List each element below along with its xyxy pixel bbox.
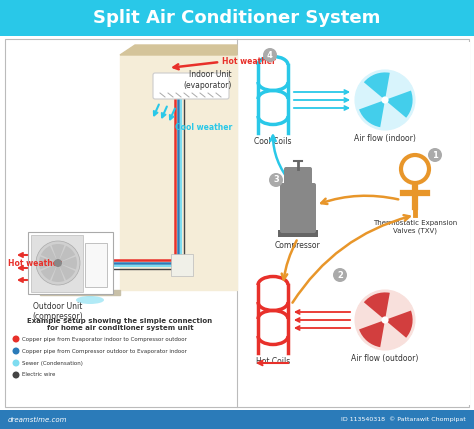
Wedge shape	[52, 244, 64, 263]
FancyBboxPatch shape	[284, 167, 312, 191]
Circle shape	[36, 241, 80, 285]
Circle shape	[355, 70, 415, 130]
Text: Copper pipe from Compressor outdoor to Evaporator indoor: Copper pipe from Compressor outdoor to E…	[22, 348, 187, 353]
Wedge shape	[359, 100, 385, 127]
FancyBboxPatch shape	[0, 0, 474, 36]
Wedge shape	[385, 91, 412, 118]
Wedge shape	[41, 246, 58, 263]
Circle shape	[382, 97, 389, 103]
Circle shape	[428, 148, 442, 162]
Text: Hot Coils: Hot Coils	[256, 357, 290, 366]
FancyBboxPatch shape	[240, 42, 470, 405]
Wedge shape	[58, 263, 75, 280]
Text: Split Air Conditioner System: Split Air Conditioner System	[93, 9, 381, 27]
Text: Compressor: Compressor	[275, 241, 321, 250]
Text: Copper pipe from Evaporator indoor to Compressor outdoor: Copper pipe from Evaporator indoor to Co…	[22, 336, 187, 341]
Circle shape	[269, 173, 283, 187]
Text: Electric wire: Electric wire	[22, 372, 55, 378]
Circle shape	[54, 259, 62, 267]
Wedge shape	[39, 257, 58, 269]
Wedge shape	[41, 263, 58, 280]
Wedge shape	[52, 263, 64, 282]
Text: 4: 4	[267, 51, 273, 60]
FancyBboxPatch shape	[278, 230, 318, 237]
FancyBboxPatch shape	[0, 410, 474, 429]
Wedge shape	[364, 73, 390, 100]
Text: 3: 3	[273, 175, 279, 184]
Circle shape	[263, 48, 277, 62]
Text: Sewer (Condensation): Sewer (Condensation)	[22, 360, 83, 366]
FancyBboxPatch shape	[85, 243, 107, 287]
Wedge shape	[364, 293, 390, 320]
Text: Hot weather: Hot weather	[8, 260, 62, 269]
Wedge shape	[58, 257, 77, 269]
Polygon shape	[120, 55, 237, 290]
Text: Hot weather: Hot weather	[222, 57, 276, 66]
Wedge shape	[385, 311, 412, 338]
Circle shape	[382, 317, 389, 323]
Text: Cool Coils: Cool Coils	[254, 137, 292, 146]
Circle shape	[12, 360, 19, 366]
Ellipse shape	[76, 296, 104, 304]
Text: dreamstime.com: dreamstime.com	[8, 417, 67, 423]
FancyBboxPatch shape	[31, 235, 83, 292]
FancyBboxPatch shape	[5, 39, 469, 407]
Circle shape	[12, 335, 19, 342]
FancyBboxPatch shape	[153, 73, 229, 99]
Text: Air flow (indoor): Air flow (indoor)	[354, 134, 416, 143]
FancyBboxPatch shape	[171, 254, 193, 276]
Circle shape	[355, 290, 415, 350]
Circle shape	[333, 268, 347, 282]
Text: Air flow (outdoor): Air flow (outdoor)	[351, 354, 419, 363]
Circle shape	[12, 347, 19, 354]
Text: Example setup showing the simple connection
for home air conditioner system unit: Example setup showing the simple connect…	[27, 318, 212, 331]
Wedge shape	[359, 320, 385, 347]
Polygon shape	[120, 45, 237, 55]
Text: Thermostatic Expansion
Valves (TXV): Thermostatic Expansion Valves (TXV)	[373, 220, 457, 233]
Circle shape	[12, 372, 19, 378]
Text: Cool weather: Cool weather	[175, 124, 232, 133]
FancyBboxPatch shape	[280, 183, 316, 233]
Wedge shape	[58, 246, 75, 263]
Text: 1: 1	[432, 151, 438, 160]
Text: 2: 2	[337, 271, 343, 280]
Text: Indoor Unit
(evaporator): Indoor Unit (evaporator)	[183, 70, 232, 90]
Text: Outdoor Unit
(compressor): Outdoor Unit (compressor)	[33, 302, 83, 321]
Text: ID 113540318  © Pattarawit Chompipat: ID 113540318 © Pattarawit Chompipat	[341, 417, 466, 422]
FancyBboxPatch shape	[28, 232, 113, 294]
Polygon shape	[40, 290, 120, 295]
